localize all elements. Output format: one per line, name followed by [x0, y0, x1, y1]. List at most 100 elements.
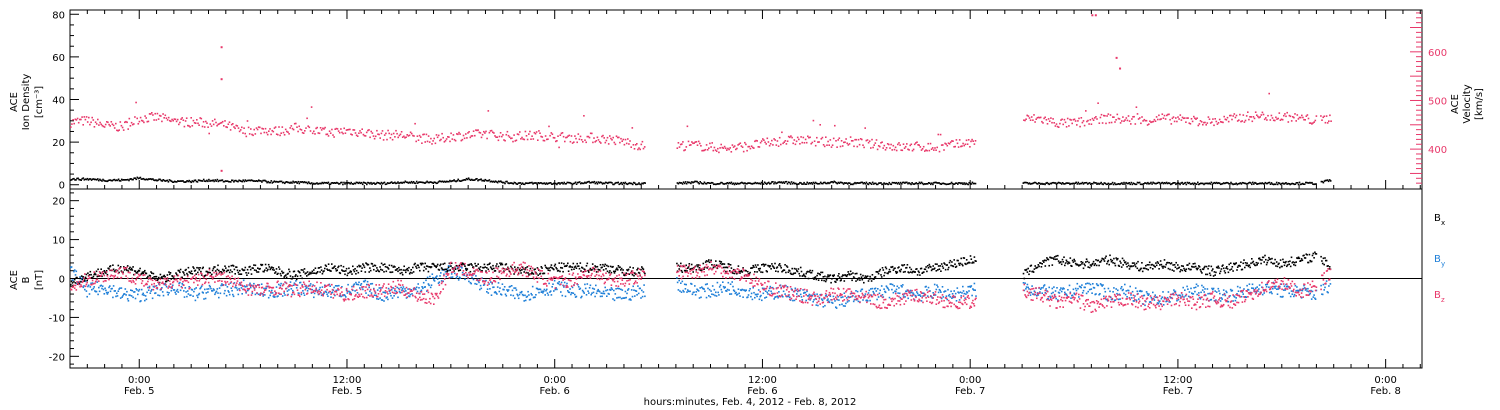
by-series-point — [87, 285, 89, 288]
density-series-point — [271, 182, 274, 184]
bx-series-point — [866, 275, 868, 278]
by-series-point — [1081, 284, 1083, 286]
velocity-series-point — [839, 145, 842, 148]
by-series-point — [216, 288, 219, 290]
by-series-point — [1282, 289, 1285, 291]
density-series-point — [865, 181, 868, 184]
by-series-point — [1222, 294, 1224, 296]
density-series-point — [558, 182, 560, 184]
velocity-series-point — [920, 149, 923, 151]
bx-series-point — [928, 263, 931, 266]
velocity-series-point — [167, 116, 170, 119]
by-series-point — [200, 286, 202, 289]
velocity-series-point — [1194, 117, 1196, 120]
by-series-point — [581, 289, 584, 292]
density-series-point — [857, 182, 859, 184]
density-series-point — [1202, 182, 1204, 185]
density-series-point — [947, 183, 950, 185]
by-series-point — [176, 288, 179, 291]
density-series-point — [236, 180, 238, 183]
density-series-point — [96, 179, 98, 181]
bx-series-point — [164, 276, 166, 278]
density-series-point — [107, 179, 109, 182]
density-series-point — [914, 182, 916, 185]
bx-series-point — [628, 273, 631, 275]
by-series-point — [1265, 286, 1268, 288]
density-series-point — [516, 183, 519, 185]
density-series-point — [1154, 182, 1156, 185]
density-series-point — [616, 182, 618, 184]
by-series-point — [1213, 299, 1216, 302]
density-series-point — [184, 181, 186, 183]
velocity-series-point — [88, 116, 90, 119]
bx-series-point — [484, 266, 486, 268]
density-series-point — [478, 179, 480, 181]
velocity-series-point — [424, 141, 426, 143]
velocity-series-point — [738, 143, 740, 145]
bx-series-point — [942, 267, 945, 269]
by-series-point — [627, 288, 630, 290]
density-series-point — [135, 178, 137, 181]
density-series-point — [878, 182, 880, 184]
by-series-point — [443, 273, 445, 276]
by-series-point — [87, 284, 90, 287]
bx-series-point — [412, 266, 414, 269]
bx-series-point — [616, 267, 618, 269]
by-series-point — [142, 292, 144, 295]
density-series-point — [690, 182, 692, 185]
bx-series-point — [909, 271, 912, 273]
by-series-point — [871, 287, 874, 290]
density-series-point — [735, 183, 738, 185]
by-series-point — [940, 297, 943, 300]
bx-series-point — [830, 281, 832, 284]
by-series-point — [262, 295, 264, 297]
density-series-point — [1315, 183, 1317, 185]
density-series-point — [1031, 182, 1034, 185]
velocity-series-point — [1051, 121, 1053, 124]
density-series-point — [265, 180, 267, 183]
by-series-point — [1024, 282, 1026, 284]
bx-series-point — [574, 265, 577, 268]
bx-series-point — [871, 274, 874, 276]
density-series-point — [463, 179, 466, 181]
velocity-series-point — [368, 129, 370, 131]
bottom-left-tick-label: -10 — [49, 313, 65, 324]
top-right-tick-label: 500 — [1428, 96, 1447, 107]
density-series-point — [615, 181, 617, 184]
velocity-series-point — [79, 118, 81, 121]
density-series-point — [1061, 182, 1064, 184]
bx-series-point — [814, 276, 817, 278]
by-series-point — [1223, 292, 1226, 295]
density-series-point — [253, 180, 256, 182]
velocity-series-point — [361, 128, 363, 130]
velocity-series-point — [398, 134, 401, 137]
bx-series-point — [449, 269, 451, 271]
density-series-point — [254, 180, 257, 182]
density-series-point — [371, 183, 373, 185]
density-series-point — [518, 182, 521, 184]
by-series-point — [1304, 289, 1307, 291]
velocity-series-point — [262, 128, 264, 130]
density-series-point — [1047, 182, 1049, 185]
density-series-point — [266, 181, 268, 184]
density-series-point — [780, 181, 782, 183]
velocity-series-point — [1070, 119, 1072, 121]
by-series-point — [585, 294, 588, 296]
density-series-point — [929, 182, 931, 184]
by-series-point — [351, 285, 353, 288]
density-series-point — [500, 180, 502, 182]
bx-series-point — [360, 270, 363, 272]
bx-series-point — [334, 268, 337, 270]
by-series-point — [524, 299, 527, 302]
bx-series-point — [225, 267, 227, 269]
density-series-point — [464, 179, 467, 181]
by-series-point — [829, 295, 832, 297]
density-series-point — [944, 183, 947, 185]
velocity-series-point — [182, 119, 185, 121]
velocity-series-point — [1108, 121, 1111, 124]
bx-series-point — [197, 271, 199, 274]
bx-series-point — [403, 265, 405, 268]
velocity-series-point — [737, 144, 739, 146]
by-series-point — [363, 280, 366, 283]
velocity-series-point — [809, 136, 811, 139]
